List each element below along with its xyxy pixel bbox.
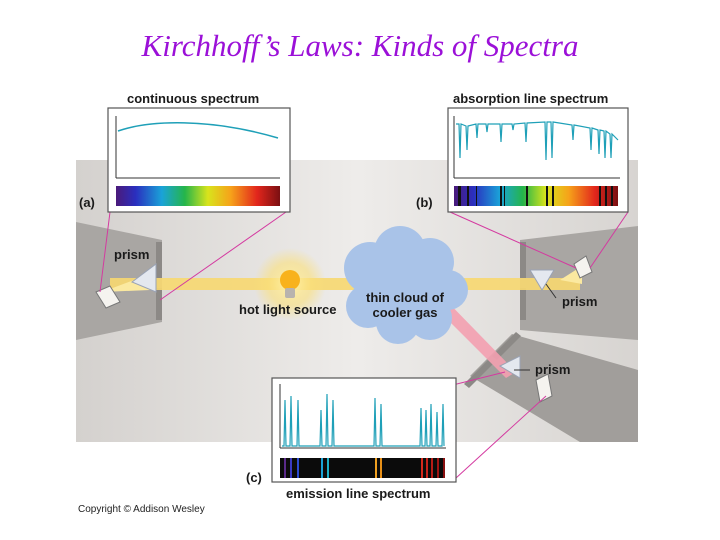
panel-letter-a: (a) xyxy=(79,195,95,210)
bottom-slit-a xyxy=(464,360,493,388)
label-prism-bottom: prism xyxy=(535,362,571,377)
caption-emission: emission line spectrum xyxy=(286,486,431,501)
copyright-text: Copyright © Addison Wesley xyxy=(78,504,205,515)
bottom-detector xyxy=(535,373,553,403)
label-light-source: hot light source xyxy=(239,302,337,317)
right-prism-icon xyxy=(529,269,555,291)
panel-continuous xyxy=(107,107,291,213)
gas-cloud xyxy=(344,226,468,344)
label-cloud-line2: cooler gas xyxy=(372,305,438,320)
panel-absorption xyxy=(447,107,629,213)
emission-band xyxy=(280,458,444,478)
right-slit-bottom xyxy=(520,288,526,320)
left-prism-icon xyxy=(131,263,157,293)
slide-title: Kirchhoff’s Laws: Kinds of Spectra xyxy=(141,28,579,63)
caption-absorption: absorption line spectrum xyxy=(453,91,609,106)
light-beam xyxy=(110,278,580,290)
left-slit-top xyxy=(156,242,162,278)
right-detector xyxy=(573,255,593,279)
panel-letter-b: (b) xyxy=(416,195,433,210)
continuous-band xyxy=(116,186,280,206)
continuous-curve xyxy=(117,122,279,139)
caption-continuous: continuous spectrum xyxy=(127,91,260,106)
right-slit-top xyxy=(520,242,526,278)
left-slit-bottom xyxy=(156,288,162,320)
prism-pointer-right xyxy=(545,283,557,299)
absorption-curve xyxy=(456,121,619,161)
label-prism-left: prism xyxy=(114,247,150,262)
bottom-prism-icon xyxy=(498,355,521,379)
emission-curve xyxy=(282,393,445,447)
bottom-slit-b xyxy=(492,332,521,360)
absorption-band xyxy=(454,186,618,206)
label-prism-right: prism xyxy=(562,294,598,309)
lightbulb-icon xyxy=(280,270,300,298)
left-detector xyxy=(95,285,121,309)
panel-letter-c: (c) xyxy=(246,470,262,485)
label-cloud-line1: thin cloud of xyxy=(366,290,444,305)
panel-emission xyxy=(271,377,457,483)
